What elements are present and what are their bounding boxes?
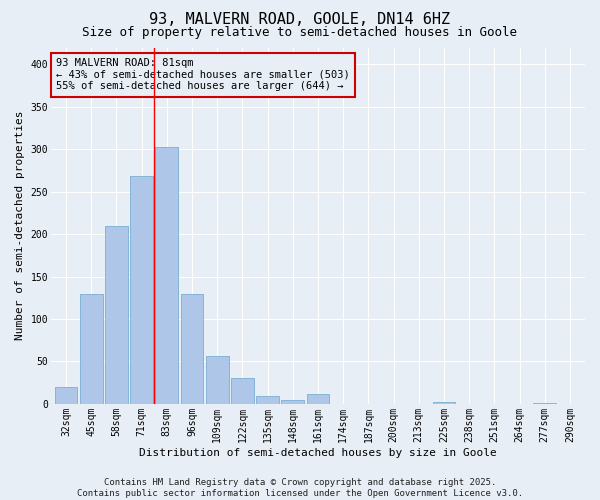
Bar — [206, 356, 229, 404]
Bar — [307, 394, 329, 404]
Bar — [533, 403, 556, 404]
Text: Contains HM Land Registry data © Crown copyright and database right 2025.
Contai: Contains HM Land Registry data © Crown c… — [77, 478, 523, 498]
X-axis label: Distribution of semi-detached houses by size in Goole: Distribution of semi-detached houses by … — [139, 448, 497, 458]
Bar — [281, 400, 304, 404]
Text: 93, MALVERN ROAD, GOOLE, DN14 6HZ: 93, MALVERN ROAD, GOOLE, DN14 6HZ — [149, 12, 451, 28]
Bar — [256, 396, 279, 404]
Bar — [181, 294, 203, 404]
Text: 93 MALVERN ROAD: 81sqm
← 43% of semi-detached houses are smaller (503)
55% of se: 93 MALVERN ROAD: 81sqm ← 43% of semi-det… — [56, 58, 350, 92]
Bar — [80, 294, 103, 404]
Y-axis label: Number of semi-detached properties: Number of semi-detached properties — [15, 111, 25, 340]
Bar — [55, 387, 77, 404]
Bar — [155, 147, 178, 404]
Bar — [130, 176, 153, 404]
Bar — [105, 226, 128, 404]
Text: Size of property relative to semi-detached houses in Goole: Size of property relative to semi-detach… — [83, 26, 517, 39]
Bar — [433, 402, 455, 404]
Bar — [231, 378, 254, 404]
